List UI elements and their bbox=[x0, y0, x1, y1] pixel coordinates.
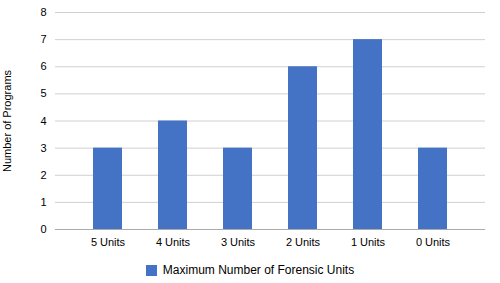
svg-text:1 Units: 1 Units bbox=[351, 236, 386, 248]
svg-text:0: 0 bbox=[40, 223, 46, 235]
html-text:Maximum Number of Forensic Uni: Maximum Number of Forensic Units bbox=[162, 263, 355, 277]
svg-text:Number of Programs: Number of Programs bbox=[1, 69, 13, 172]
svg-text:1: 1 bbox=[40, 196, 46, 208]
svg-text:2 Units: 2 Units bbox=[286, 236, 321, 248]
svg-text:4: 4 bbox=[40, 115, 46, 127]
svg-text:0 Units: 0 Units bbox=[416, 236, 451, 248]
svg-text:5: 5 bbox=[40, 87, 46, 99]
svg-text:7: 7 bbox=[40, 33, 46, 45]
svg-text:3: 3 bbox=[40, 142, 46, 154]
svg-text:8: 8 bbox=[40, 6, 46, 18]
svg-text:2: 2 bbox=[40, 169, 46, 181]
svg-text:3 Units: 3 Units bbox=[221, 236, 256, 248]
svg-text:5 Units: 5 Units bbox=[91, 236, 126, 248]
svg-text:6: 6 bbox=[40, 60, 46, 72]
svg-text:4 Units: 4 Units bbox=[156, 236, 191, 248]
